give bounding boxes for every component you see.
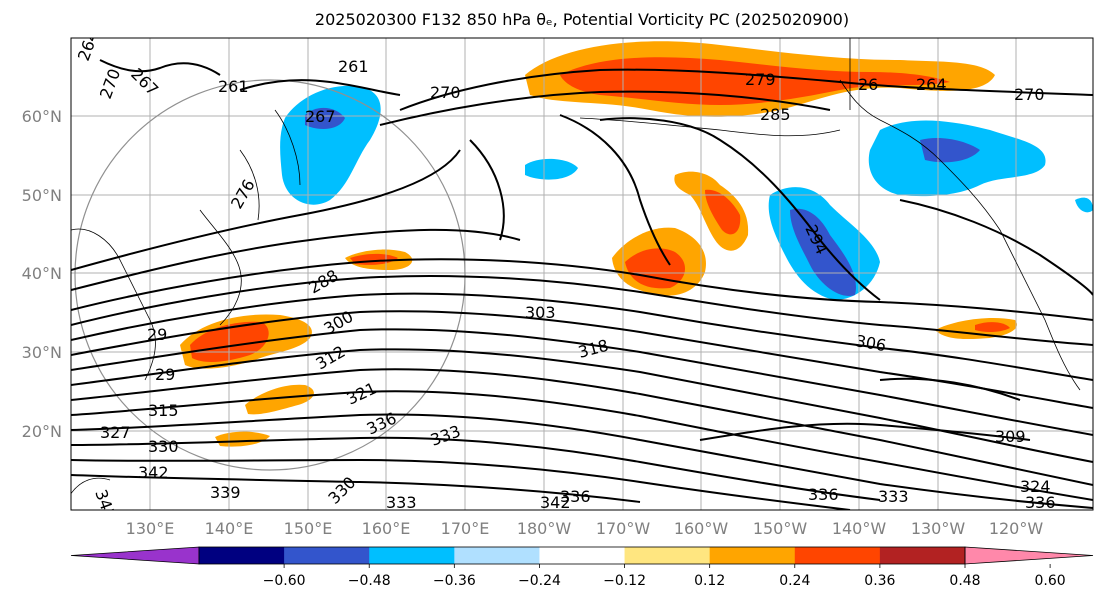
lat-label-60n: 60°N: [22, 107, 62, 126]
lon-label: 140°E: [205, 519, 254, 538]
colorbar-segment: [624, 547, 711, 564]
lon-label: 140°W: [832, 519, 887, 538]
colorbar-extend-high: [964, 546, 1094, 565]
contour-label: 327: [100, 423, 131, 442]
contour-label: 303: [525, 303, 556, 322]
lon-label: 150°E: [284, 519, 333, 538]
contour-label: 342: [138, 463, 169, 482]
lon-label: 160°W: [674, 519, 729, 538]
contour-label: 342: [540, 493, 571, 512]
contour-label: 261: [338, 57, 369, 76]
colorbar-extend-low: [70, 546, 200, 565]
latitude-labels: 60°N 50°N 40°N 30°N 20°N: [22, 107, 62, 441]
contour-label: 324: [1020, 477, 1051, 496]
colorbar-tick-label: −0.60: [263, 573, 306, 589]
colorbar-segment: [369, 547, 455, 564]
range-ring: [74, 79, 466, 471]
colorbar-segment: [879, 547, 966, 564]
contour-label: 29: [155, 365, 175, 384]
colorbar-tick-label: −0.24: [518, 573, 561, 589]
contour-label: 336: [808, 485, 839, 504]
colorbar-border: [198, 546, 966, 565]
longitude-labels: 130°E 140°E 150°E 160°E 170°E 180°W 170°…: [126, 519, 1044, 538]
colorbar-tick-label: 0.12: [694, 573, 725, 589]
colorbar-tick-label: 0.48: [949, 573, 980, 589]
contour-label: 333: [878, 487, 909, 506]
colorbar-segment: [199, 547, 285, 564]
colorbar-segment: [794, 547, 881, 564]
lon-label: 170°W: [596, 519, 651, 538]
colorbar-segment: [454, 547, 540, 564]
contour-label: 309: [995, 427, 1026, 446]
colorbar-tick-label: 0.36: [864, 573, 895, 589]
contour-label: 339: [210, 483, 241, 502]
contour-label: 26: [858, 75, 878, 94]
lon-label: 130°W: [911, 519, 966, 538]
chart-title: 2025020300 F132 850 hPa θₑ, Potential Vo…: [314, 10, 850, 29]
colorbar-segment: [709, 547, 796, 564]
colorbar-segment: [539, 547, 626, 564]
colorbar-segment: [284, 547, 370, 564]
contour-label: 285: [760, 105, 791, 124]
lon-label: 170°E: [441, 519, 490, 538]
colorbar-tick-label: −0.48: [348, 573, 391, 589]
lon-label: 160°E: [362, 519, 411, 538]
lat-label-30n: 30°N: [22, 343, 62, 362]
contour-label: 333: [386, 493, 417, 512]
lat-label-20n: 20°N: [22, 422, 62, 441]
lat-label-50n: 50°N: [22, 186, 62, 205]
lon-label: 120°W: [989, 519, 1044, 538]
contour-label: 336: [560, 487, 591, 506]
colorbar-tick-label: 0.60: [1035, 573, 1066, 589]
colorbar-tick-label: −0.36: [433, 573, 476, 589]
contour-label: 261: [218, 77, 249, 96]
lon-label: 150°W: [753, 519, 808, 538]
lon-label: 130°E: [126, 519, 175, 538]
map-border: [70, 37, 1094, 511]
contour-label: 270: [430, 83, 461, 102]
theta-e-contours: [71, 59, 1093, 510]
coastlines: [71, 38, 1081, 495]
contour-label: 279: [745, 70, 776, 89]
colorbar-tick-label: 0.24: [779, 573, 810, 589]
colorbar-tick-label: −0.12: [603, 573, 646, 589]
contour-label: 264: [916, 75, 947, 94]
lat-label-40n: 40°N: [22, 264, 62, 283]
pv-shading: [180, 41, 1093, 447]
contour-label: 29: [147, 325, 167, 344]
lon-label: 180°W: [517, 519, 572, 538]
contour-label: 336: [1025, 493, 1056, 512]
contour-label: 267: [305, 107, 336, 126]
colorbar: −0.60 −0.48 −0.36 −0.24 −0.12 0.12 0.24 0.36 0.4…: [70, 546, 1094, 589]
contour-label: 315: [148, 401, 179, 420]
contour-label: 270: [1014, 85, 1045, 104]
contour-label: 330: [148, 437, 179, 456]
